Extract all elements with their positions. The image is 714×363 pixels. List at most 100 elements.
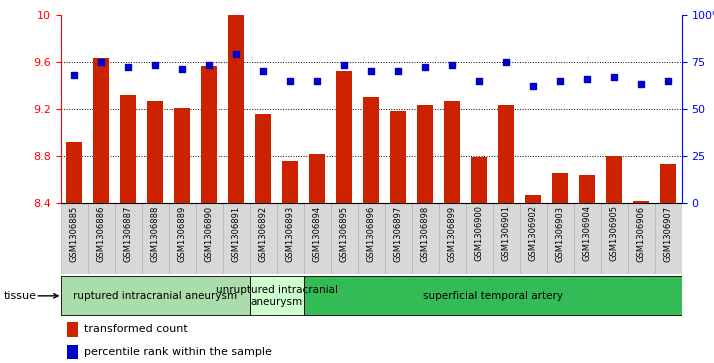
Text: GSM1306893: GSM1306893 bbox=[286, 205, 295, 262]
Text: GSM1306892: GSM1306892 bbox=[258, 205, 268, 261]
Point bbox=[555, 78, 566, 83]
Point bbox=[149, 62, 161, 68]
Text: GSM1306898: GSM1306898 bbox=[421, 205, 430, 262]
Text: GSM1306888: GSM1306888 bbox=[151, 205, 160, 262]
Point bbox=[420, 65, 431, 70]
Point bbox=[69, 72, 80, 78]
Point bbox=[608, 74, 620, 80]
Bar bbox=[201, 66, 217, 203]
Bar bbox=[147, 101, 164, 203]
Bar bbox=[660, 164, 676, 203]
Text: GSM1306895: GSM1306895 bbox=[340, 205, 348, 261]
Text: GSM1306889: GSM1306889 bbox=[178, 205, 187, 262]
Bar bbox=[93, 58, 109, 203]
Bar bbox=[303, 203, 331, 274]
Text: superficial temporal artery: superficial temporal artery bbox=[423, 291, 563, 301]
Text: GSM1306904: GSM1306904 bbox=[583, 205, 592, 261]
Bar bbox=[628, 203, 655, 274]
Point bbox=[311, 78, 323, 83]
Text: transformed count: transformed count bbox=[84, 325, 188, 334]
Text: GSM1306890: GSM1306890 bbox=[205, 205, 213, 261]
Bar bbox=[358, 203, 385, 274]
Text: GSM1306885: GSM1306885 bbox=[70, 205, 79, 262]
Text: ruptured intracranial aneurysm: ruptured intracranial aneurysm bbox=[73, 291, 237, 301]
Bar bbox=[471, 157, 488, 203]
Text: GSM1306886: GSM1306886 bbox=[96, 205, 106, 262]
Point bbox=[366, 68, 377, 74]
Point bbox=[473, 78, 485, 83]
Bar bbox=[67, 345, 78, 359]
Bar bbox=[526, 195, 541, 203]
Bar bbox=[493, 203, 520, 274]
Bar bbox=[120, 95, 136, 203]
Bar bbox=[88, 203, 115, 274]
Bar bbox=[303, 276, 682, 315]
Bar bbox=[223, 203, 250, 274]
Point bbox=[258, 68, 269, 74]
Bar bbox=[363, 97, 379, 203]
Bar bbox=[520, 203, 547, 274]
Text: GSM1306901: GSM1306901 bbox=[502, 205, 511, 261]
Text: GSM1306891: GSM1306891 bbox=[232, 205, 241, 261]
Bar bbox=[61, 203, 88, 274]
Point bbox=[96, 59, 107, 65]
Bar bbox=[174, 108, 191, 203]
Text: unruptured intracranial
aneurysm: unruptured intracranial aneurysm bbox=[216, 285, 338, 307]
Bar bbox=[196, 203, 223, 274]
Text: tissue: tissue bbox=[4, 291, 36, 301]
Point bbox=[663, 78, 674, 83]
Point bbox=[123, 65, 134, 70]
Bar bbox=[466, 203, 493, 274]
Bar bbox=[61, 276, 250, 315]
Bar bbox=[552, 173, 568, 203]
Bar bbox=[67, 322, 78, 337]
Point bbox=[446, 62, 458, 68]
Point bbox=[528, 83, 539, 89]
Point bbox=[582, 76, 593, 82]
Bar bbox=[390, 111, 406, 203]
Bar bbox=[601, 203, 628, 274]
Point bbox=[203, 62, 215, 68]
Bar bbox=[412, 203, 439, 274]
Bar bbox=[574, 203, 601, 274]
Point bbox=[231, 51, 242, 57]
Text: GSM1306887: GSM1306887 bbox=[124, 205, 133, 262]
Bar bbox=[141, 203, 169, 274]
Point bbox=[338, 62, 350, 68]
Bar bbox=[606, 156, 623, 203]
Text: GSM1306900: GSM1306900 bbox=[475, 205, 484, 261]
Text: GSM1306906: GSM1306906 bbox=[637, 205, 646, 261]
Text: GSM1306899: GSM1306899 bbox=[448, 205, 457, 261]
Text: GSM1306896: GSM1306896 bbox=[367, 205, 376, 262]
Bar bbox=[579, 175, 595, 203]
Point bbox=[176, 66, 188, 72]
Bar bbox=[417, 105, 433, 203]
Text: GSM1306897: GSM1306897 bbox=[394, 205, 403, 262]
Bar bbox=[255, 114, 271, 203]
Bar bbox=[250, 203, 277, 274]
Bar bbox=[277, 203, 303, 274]
Text: GSM1306894: GSM1306894 bbox=[313, 205, 322, 261]
Point bbox=[393, 68, 404, 74]
Bar bbox=[115, 203, 141, 274]
Bar bbox=[282, 161, 298, 203]
Bar bbox=[633, 201, 650, 203]
Bar bbox=[655, 203, 682, 274]
Text: GSM1306905: GSM1306905 bbox=[610, 205, 619, 261]
Bar bbox=[385, 203, 412, 274]
Point bbox=[285, 78, 296, 83]
Bar bbox=[169, 203, 196, 274]
Bar bbox=[309, 154, 326, 203]
Bar bbox=[439, 203, 466, 274]
Text: GSM1306907: GSM1306907 bbox=[664, 205, 673, 261]
Point bbox=[635, 81, 647, 87]
Bar bbox=[547, 203, 574, 274]
Bar bbox=[336, 71, 353, 203]
Bar bbox=[444, 101, 461, 203]
Bar bbox=[250, 276, 303, 315]
Point bbox=[501, 59, 512, 65]
Text: GSM1306903: GSM1306903 bbox=[555, 205, 565, 261]
Text: GSM1306902: GSM1306902 bbox=[529, 205, 538, 261]
Bar bbox=[331, 203, 358, 274]
Bar bbox=[66, 142, 82, 203]
